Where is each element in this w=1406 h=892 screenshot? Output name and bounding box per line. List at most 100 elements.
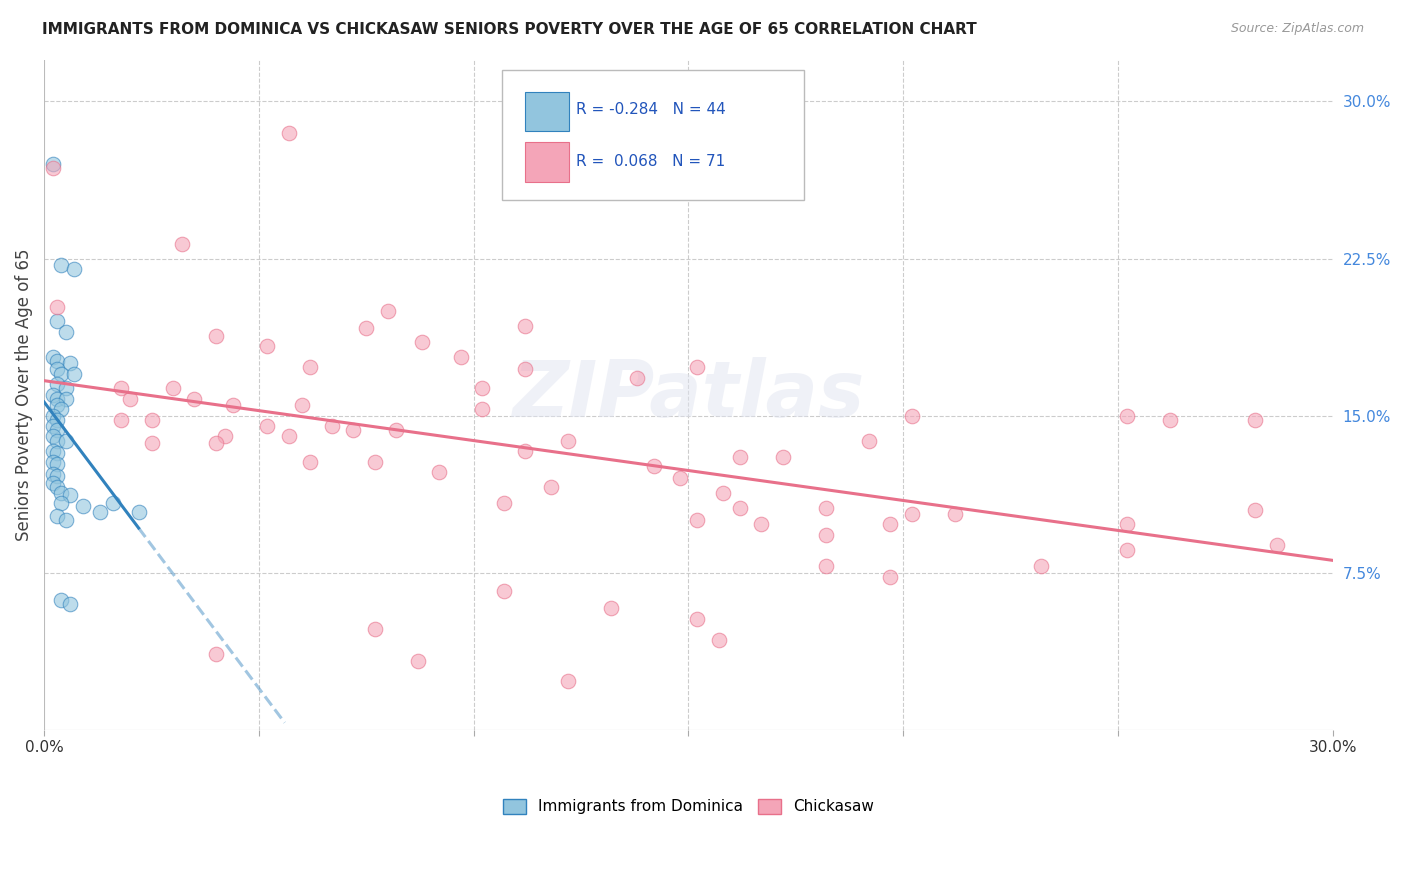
Point (55, 392, 77, 406)
Point (41, 350, 63, 364)
Text: R =  0.068   N = 71: R = 0.068 N = 71 (576, 154, 725, 169)
Point (205, 329, 228, 343)
Point (299, 455, 322, 469)
Point (46, 354, 69, 368)
Point (162, 381, 184, 395)
Point (377, 303, 399, 318)
Point (141, 435, 163, 450)
Point (600, 601, 623, 615)
Point (51, 402, 73, 417)
Point (46, 469, 69, 483)
Point (901, 409, 924, 423)
Point (41, 444, 63, 458)
Point (41, 429, 63, 443)
Point (772, 450, 794, 465)
Point (41, 161, 63, 176)
Point (46, 377, 69, 392)
Point (51, 367, 73, 381)
Point (222, 398, 245, 412)
Point (256, 419, 278, 434)
Point (51, 258, 73, 272)
Point (278, 126, 301, 140)
Point (72, 499, 94, 513)
Point (1115, 517, 1137, 532)
Point (118, 392, 141, 406)
Point (626, 371, 648, 385)
Point (46, 423, 69, 437)
Point (814, 559, 837, 574)
Point (63, 367, 86, 381)
Point (299, 360, 322, 375)
Point (59, 356, 82, 370)
Point (1115, 409, 1137, 423)
Point (364, 622, 387, 636)
Point (814, 500, 837, 515)
Point (364, 455, 387, 469)
Point (55, 381, 77, 395)
Point (406, 654, 429, 668)
Point (1244, 502, 1267, 516)
Point (205, 647, 228, 661)
Point (515, 318, 537, 333)
Text: ZIPatlas: ZIPatlas (512, 357, 865, 433)
Point (751, 517, 773, 532)
Point (515, 444, 537, 458)
Point (492, 584, 515, 599)
Point (1244, 413, 1267, 427)
Point (686, 612, 709, 626)
Point (540, 480, 562, 494)
Point (450, 350, 472, 364)
Point (170, 236, 193, 251)
Point (669, 471, 692, 485)
Point (814, 528, 837, 542)
Point (63, 262, 86, 277)
Point (711, 486, 734, 500)
FancyBboxPatch shape (502, 70, 804, 201)
Point (492, 496, 515, 510)
Point (1029, 559, 1052, 574)
Point (59, 597, 82, 611)
Point (46, 314, 69, 328)
Point (256, 339, 278, 353)
Point (41, 475, 63, 490)
Point (55, 513, 77, 527)
Point (110, 413, 132, 427)
Point (46, 413, 69, 427)
Point (51, 496, 73, 510)
Point (41, 387, 63, 401)
Point (321, 419, 343, 434)
Y-axis label: Seniors Poverty Over the Age of 65: Seniors Poverty Over the Age of 65 (15, 248, 32, 541)
Point (46, 392, 69, 406)
Point (46, 509, 69, 524)
Point (101, 496, 124, 510)
Point (205, 435, 228, 450)
Point (1115, 542, 1137, 557)
FancyBboxPatch shape (524, 92, 568, 131)
Text: IMMIGRANTS FROM DOMINICA VS CHICKASAW SENIORS POVERTY OVER THE AGE OF 65 CORRELA: IMMIGRANTS FROM DOMINICA VS CHICKASAW SE… (42, 22, 977, 37)
Point (41, 467, 63, 482)
Point (89, 505, 111, 519)
Point (46, 446, 69, 460)
Point (879, 570, 901, 584)
Point (51, 592, 73, 607)
Point (557, 434, 579, 448)
Point (141, 413, 163, 427)
Point (214, 429, 236, 443)
Point (515, 362, 537, 376)
Point (55, 434, 77, 448)
Point (55, 325, 77, 339)
Point (183, 392, 205, 406)
Point (128, 505, 150, 519)
Point (41, 409, 63, 423)
Point (41, 157, 63, 171)
Point (879, 517, 901, 532)
Point (342, 423, 364, 437)
Point (41, 455, 63, 469)
Point (46, 362, 69, 376)
Point (278, 429, 301, 443)
Legend: Immigrants from Dominica, Chickasaw: Immigrants from Dominica, Chickasaw (495, 791, 882, 822)
Point (858, 434, 880, 448)
Point (291, 398, 314, 412)
Point (110, 381, 132, 395)
Point (901, 507, 924, 521)
